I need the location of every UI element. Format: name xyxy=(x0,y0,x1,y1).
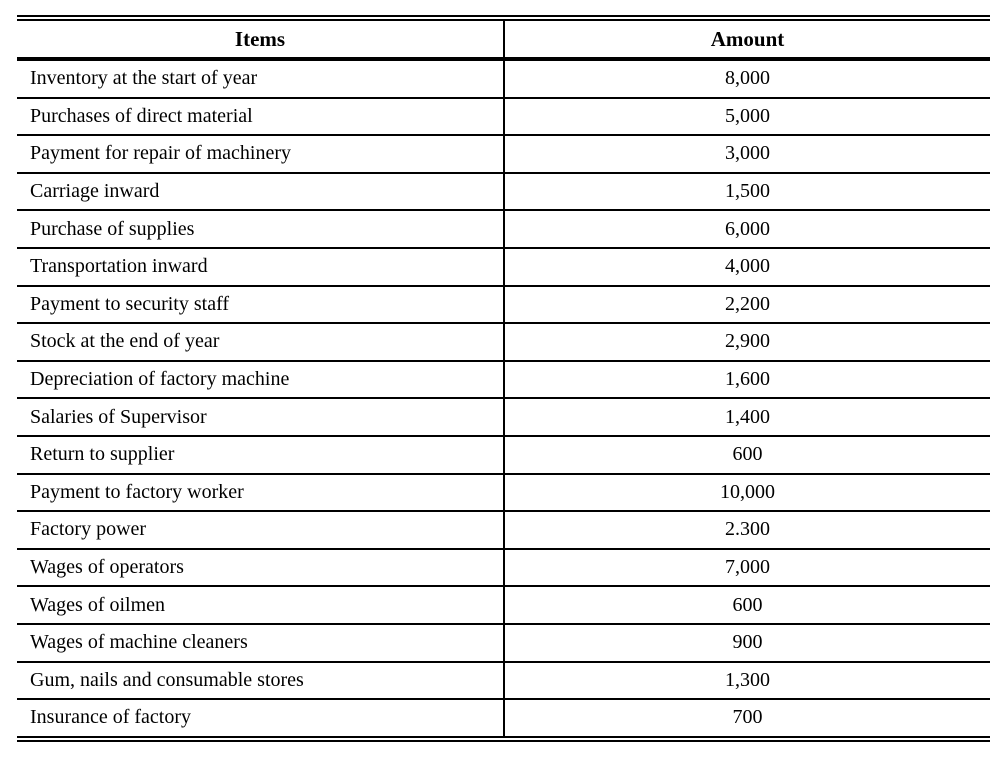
amount-cell: 700 xyxy=(732,706,763,729)
item-cell: Insurance of factory xyxy=(17,700,505,736)
table-row: Payment to security staff 2,200 xyxy=(17,286,990,325)
amount-cell: 600 xyxy=(505,587,990,625)
item-cell: Depreciation of factory machine xyxy=(17,361,505,400)
table-row: Purchases of direct material 5,000 xyxy=(17,98,990,137)
table-row: Wages of operators 7,000 xyxy=(17,549,990,588)
amount-cell: 8,000 xyxy=(505,61,990,99)
item-cell: Wages of machine cleaners xyxy=(17,624,505,663)
item-cell: Transportation inward xyxy=(17,248,505,287)
table-row: Purchase of supplies 6,000 xyxy=(17,211,990,249)
item-cell: Payment to factory worker xyxy=(17,474,505,513)
table-row: Depreciation of factory machine 1,600 xyxy=(17,361,990,400)
amount-cell: 2,200 xyxy=(505,287,990,325)
amount-cell: 5,000 xyxy=(505,99,990,137)
amount-cell: 3,000 xyxy=(505,136,990,174)
item-cell: Inventory at the start of year xyxy=(17,61,505,99)
table-row: Wages of oilmen 600 xyxy=(17,587,990,625)
item-cell: Stock at the end of year xyxy=(17,324,505,362)
table-row: Transportation inward 4,000 xyxy=(17,248,990,287)
table-row: Gum, nails and consumable stores 1,300 xyxy=(17,662,990,701)
item-cell: Return to supplier xyxy=(17,436,505,475)
cost-items-table: Items Amount Inventory at the start of y… xyxy=(17,15,990,742)
table-row: Insurance of factory 700 xyxy=(17,700,990,736)
amount-cell: 4,000 xyxy=(505,249,990,287)
table-row: Factory power 2.300 xyxy=(17,512,990,550)
item-cell: Payment for repair of machinery xyxy=(17,136,505,174)
item-cell: Wages of operators xyxy=(17,549,505,588)
item-cell: Carriage inward xyxy=(17,173,505,212)
table-row: Payment to factory worker 10,000 xyxy=(17,474,990,513)
item-cell: Salaries of Supervisor xyxy=(17,399,505,437)
amount-cell: 600 xyxy=(505,437,990,475)
item-cell: Purchases of direct material xyxy=(17,98,505,137)
amount-cell: 1,500 xyxy=(505,174,990,212)
amount-cell: 2,900 xyxy=(505,324,990,362)
table-row: Payment for repair of machinery 3,000 xyxy=(17,136,990,174)
table-row: Return to supplier 600 xyxy=(17,436,990,475)
table-row: Stock at the end of year 2,900 xyxy=(17,324,990,362)
table-row: Wages of machine cleaners 900 xyxy=(17,624,990,663)
amount-cell: 2.300 xyxy=(505,512,990,550)
header-row: Items Amount xyxy=(17,21,990,61)
item-cell: Payment to security staff xyxy=(17,286,505,325)
amount-cell: 7,000 xyxy=(505,550,990,588)
item-cell: Wages of oilmen xyxy=(17,587,505,625)
amount-cell: 1,600 xyxy=(505,362,990,400)
amount-cell: 1,300 xyxy=(505,663,990,701)
table-row: Inventory at the start of year 8,000 xyxy=(17,61,990,99)
amount-cell: 6,000 xyxy=(505,211,990,249)
column-header-amount: Amount xyxy=(505,21,990,61)
amount-cell: 10,000 xyxy=(505,475,990,513)
amount-cell: 900 xyxy=(505,625,990,663)
amount-cell: 1,400 xyxy=(505,399,990,437)
column-header-items: Items xyxy=(17,21,505,61)
table-body: Inventory at the start of year 8,000 Pur… xyxy=(17,61,990,736)
item-cell: Factory power xyxy=(17,512,505,550)
table-row: Salaries of Supervisor 1,400 xyxy=(17,399,990,437)
table-row: Carriage inward 1,500 xyxy=(17,173,990,212)
item-cell: Gum, nails and consumable stores xyxy=(17,662,505,701)
item-cell: Purchase of supplies xyxy=(17,211,505,249)
